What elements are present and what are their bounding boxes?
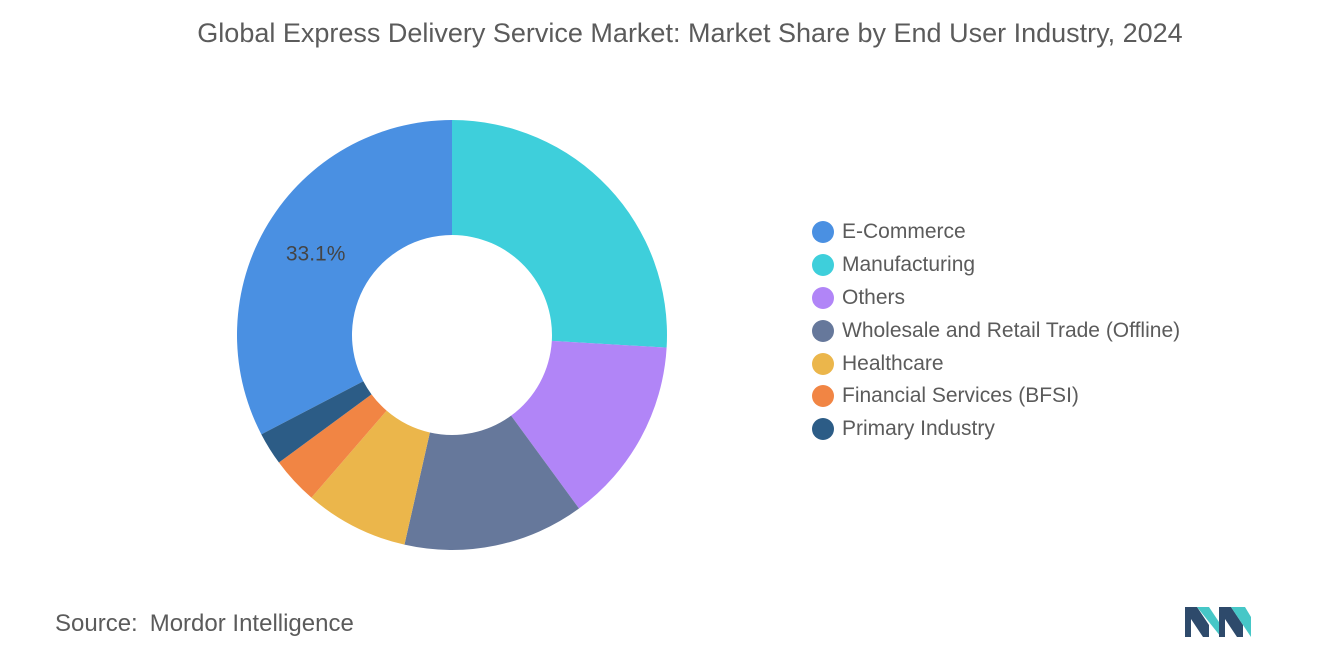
legend-label: Primary Industry — [842, 417, 995, 441]
data-label-e-commerce: 33.1% — [286, 242, 346, 265]
slice-primary-industry — [261, 381, 372, 463]
legend-item-e-commerce: E-Commerce — [812, 216, 1180, 249]
source-label: Source: — [55, 610, 138, 637]
legend-swatch — [812, 221, 834, 244]
mordor-intelligence-logo-icon — [1185, 607, 1251, 637]
donut-slices — [236, 120, 667, 550]
legend-item-wholesale-and-retail-trade-offline: Wholesale and Retail Trade (Offline) — [812, 314, 1180, 347]
legend-label: Healthcare — [842, 351, 944, 375]
slice-wholesale-and-retail-trade-offline — [404, 415, 580, 550]
slice-e-commerce — [236, 120, 452, 435]
slice-others — [511, 340, 667, 509]
legend-item-manufacturing: Manufacturing — [812, 249, 1180, 282]
legend-swatch — [812, 418, 834, 441]
legend-swatch — [812, 254, 834, 277]
slice-financial-services-bfsi — [278, 394, 387, 498]
slice-manufacturing — [452, 120, 667, 348]
data-labels: 33.1% — [286, 242, 346, 265]
chart-title: Global Express Delivery Service Market: … — [197, 18, 1183, 48]
legend-item-primary-industry: Primary Industry — [812, 413, 1180, 446]
legend-label: Financial Services (BFSI) — [842, 384, 1079, 408]
source-value: Mordor Intelligence — [149, 610, 354, 637]
legend-item-healthcare: Healthcare — [812, 347, 1180, 380]
legend-label: Manufacturing — [842, 253, 976, 277]
legend-label: Others — [842, 285, 906, 309]
legend-item-financial-services-bfsi: Financial Services (BFSI) — [812, 380, 1180, 413]
legend-swatch — [812, 286, 834, 309]
legend-swatch — [812, 352, 834, 375]
source-note: Source: Mordor Intelligence — [55, 610, 354, 638]
legend-label: E-Commerce — [842, 220, 966, 244]
legend-item-others: Others — [812, 282, 1180, 315]
chart-legend: E-Commerce Manufacturing Others Wholesale a… — [812, 216, 1180, 446]
legend-swatch — [812, 319, 834, 342]
slice-healthcare — [311, 410, 430, 545]
legend-label: Wholesale and Retail Trade (Offline) — [842, 318, 1181, 342]
legend-swatch — [812, 385, 834, 408]
